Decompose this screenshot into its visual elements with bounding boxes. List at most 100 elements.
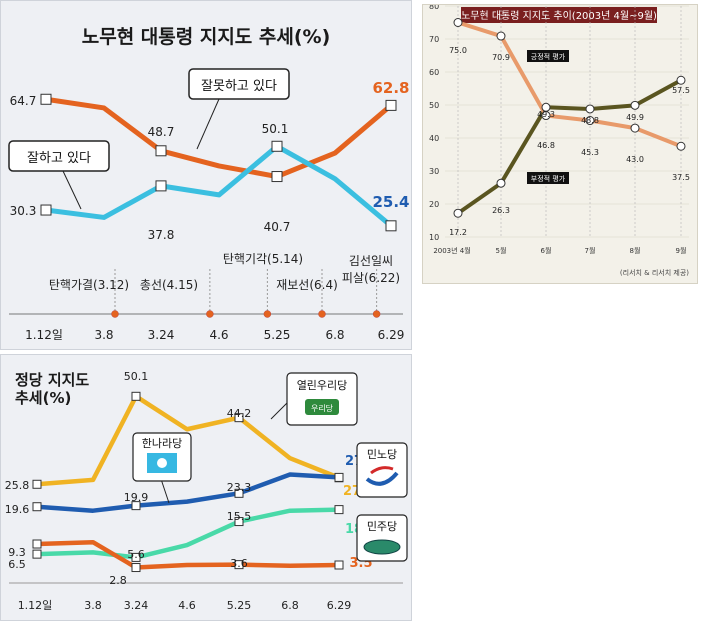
data-label: 37.8 <box>148 228 175 242</box>
series-line-0 <box>456 78 682 215</box>
series-name-label: 잘하고 있다 <box>27 151 91 166</box>
x-tick-label: 3.24 <box>148 328 175 342</box>
event-label: 탄핵가결(3.12) <box>49 278 129 292</box>
approval-chart-panel: 노무현 대통령 지지도 추세(%) 탄핵가결(3.12) 총선(4.15) 탄핵기각(… <box>0 0 412 350</box>
data-point-marker <box>496 31 506 41</box>
series-name-label: 긍정적 평가 <box>531 52 566 61</box>
data-label: 49.9 <box>626 113 644 122</box>
x-tick-label: 6월 <box>541 246 552 255</box>
x-tick-label: 6.29 <box>378 328 405 342</box>
series-line-1 <box>36 472 340 513</box>
data-point-marker <box>155 180 167 192</box>
data-point-marker <box>676 141 686 151</box>
data-label: 37.5 <box>672 173 690 182</box>
data-label: 48.8 <box>581 116 599 125</box>
series-name-label: 열린우리당 <box>297 379 348 392</box>
approval-trend-2003-panel: 노무현 대통령 지지도 추이(2003년 4월~9월) 10 20 30 40 50 60 7… <box>422 4 698 284</box>
data-point-marker <box>32 539 42 549</box>
x-tick-label: 3.8 <box>84 599 102 612</box>
x-tick-label: 2003년 4월 <box>433 246 470 255</box>
event-marker <box>372 310 381 318</box>
series-line-0 <box>45 96 393 180</box>
data-label: 75.0 <box>449 46 467 55</box>
data-point-marker <box>271 171 283 183</box>
data-point-marker <box>271 140 283 152</box>
x-tick-label: 1.12일 <box>18 598 53 612</box>
data-point-marker <box>131 552 141 562</box>
event-label-line2: 피살(6.22) <box>342 271 400 285</box>
data-label: 9.3 <box>8 546 26 559</box>
x-tick-label: 4.6 <box>178 599 196 612</box>
party-chart-panel: 정당 지지도 추세(%) 1.12일 3.8 3.24 4.6 5.25 6.8 6.29 25.… <box>0 354 412 621</box>
uri-party-logo-text: 우리당 <box>311 403 334 413</box>
x-tick-label: 1.12일 <box>25 328 63 342</box>
data-label: 15.5 <box>227 510 252 523</box>
x-tick-label: 6.29 <box>327 599 352 612</box>
series-name-label: 한나라당 <box>142 437 182 450</box>
data-point-marker <box>32 502 42 512</box>
y-tick-label: 80 <box>429 5 439 11</box>
callout-box-positive <box>8 140 110 172</box>
data-point-marker <box>234 488 244 498</box>
y-tick-label: 70 <box>429 35 439 44</box>
data-point-marker <box>32 549 42 559</box>
chart-title: 노무현 대통령 지지도 추세(%) <box>82 26 331 48</box>
data-point-marker <box>334 560 344 570</box>
data-label: 17.2 <box>449 228 467 237</box>
data-point-marker <box>630 100 640 110</box>
data-point-marker <box>385 220 397 232</box>
data-point-marker <box>496 178 506 188</box>
data-label: 50.1 <box>124 370 149 383</box>
data-label: 48.7 <box>148 125 175 139</box>
data-label: 70.9 <box>492 53 510 62</box>
x-tick-label: 5.25 <box>264 328 291 342</box>
data-label: 57.5 <box>672 86 690 95</box>
minno-party-logo-blue <box>365 471 399 486</box>
chart-title-line2: 추세(%) <box>15 389 71 407</box>
data-point-marker <box>155 145 167 157</box>
data-point-marker <box>234 413 244 423</box>
y-tick-label: 30 <box>429 167 439 176</box>
data-point-marker <box>541 111 551 121</box>
data-point-marker <box>234 560 244 570</box>
event-marker <box>318 310 326 318</box>
data-point-marker <box>131 391 141 401</box>
data-label: 49.3 <box>537 110 555 119</box>
data-label: 62.8 <box>372 79 409 97</box>
x-tick-label: 4.6 <box>209 328 228 342</box>
data-label: 6.5 <box>8 558 26 571</box>
data-label: 19.6 <box>5 503 30 516</box>
event-label: 탄핵기각(5.14) <box>223 252 303 266</box>
event-label: 총선(4.15) <box>140 278 198 292</box>
x-tick-label: 3.8 <box>94 328 113 342</box>
callout-pointer-hannara <box>160 478 170 504</box>
data-point-marker <box>234 517 244 527</box>
hannara-party-logo-mark <box>157 458 167 468</box>
data-label: 44.2 <box>227 407 252 420</box>
data-point-marker <box>334 472 344 482</box>
data-point-marker <box>385 99 397 111</box>
x-tick-label: 7월 <box>585 246 596 255</box>
data-label: 64.7 <box>10 94 37 108</box>
data-label: 25.4 <box>372 193 409 211</box>
series-name-label: 잘못하고 있다 <box>201 79 277 94</box>
data-label: 23.3 <box>227 481 252 494</box>
source-note: (리서치 & 리서치 제공) <box>620 268 689 277</box>
y-tick-label: 40 <box>429 134 439 143</box>
data-label: 2.8 <box>109 574 127 587</box>
y-tick-label: 60 <box>429 68 439 77</box>
data-point-marker <box>585 104 595 114</box>
chart-title: 노무현 대통령 지지도 추이(2003년 4월~9월) <box>461 10 657 22</box>
y-tick-label: 20 <box>429 200 439 209</box>
data-label: 5.6 <box>127 548 145 561</box>
data-label: 40.7 <box>264 220 291 234</box>
data-label: 3.6 <box>230 557 248 570</box>
event-label: 재보선(6.4) <box>276 278 338 292</box>
approval-trend-2003-chart: 노무현 대통령 지지도 추이(2003년 4월~9월) 10 20 30 40 50 60 7… <box>429 5 690 277</box>
minno-party-logo-red <box>370 466 394 475</box>
x-tick-label: 6.8 <box>281 599 299 612</box>
event-marker <box>111 310 119 318</box>
series-name-label: 민주당 <box>367 520 397 533</box>
data-label: 43.0 <box>626 155 644 164</box>
callout-box-minno <box>356 442 408 498</box>
